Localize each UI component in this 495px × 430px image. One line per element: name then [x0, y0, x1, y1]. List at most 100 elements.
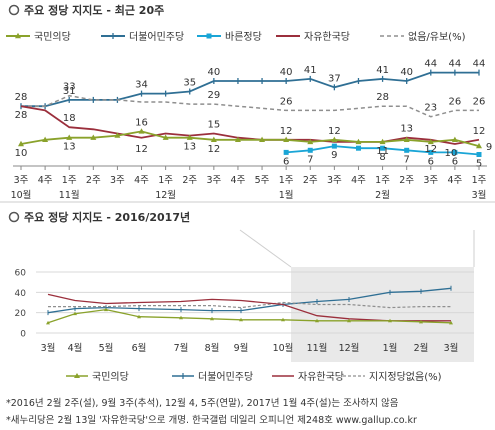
top-x-tick-label: 3주: [206, 175, 221, 186]
top-legend-label: 자유한국당: [304, 31, 350, 43]
top-x-tick-label: 4주: [134, 175, 149, 186]
bottom-point-series-3-marker: [388, 318, 392, 323]
bottom-legend: 국민의당 더불어민주당 자유한국당 지지정당없음(%): [66, 370, 442, 383]
top-point-series-3-marker: [427, 138, 434, 145]
top-point-series-3-marker: [42, 136, 49, 142]
top-x-group-label: 3월: [472, 189, 487, 201]
bottom-plot: 0 20 40 60: [15, 229, 475, 362]
bottom-chart-bullet-icon: [8, 211, 20, 223]
bottom-point-series-3-marker: [46, 320, 50, 325]
top-chart-title: 주요 정당 지지도 - 최근 20주: [24, 3, 164, 17]
top-value-label: 6: [452, 156, 458, 167]
bottom-x-tick-label: 11월: [307, 342, 328, 354]
top-point-series-4-marker: [283, 149, 289, 155]
top-point-series-3-marker: [138, 128, 145, 134]
top-value-label: 6: [428, 156, 434, 167]
top-x-group-label: 10월: [11, 189, 32, 201]
bottom-x-tick-label: 12월: [339, 342, 360, 354]
top-chart: 주요 정당 지지도 - 최근 20주 국민의당 더불어민주당 바른정당 자유한국당 없음…: [6, 3, 492, 201]
bottom-legend-marker: [74, 373, 80, 378]
top-value-label: 29: [207, 90, 220, 101]
top-value-label: 23: [424, 103, 437, 114]
bottom-x-tick-label: 5월: [99, 342, 114, 354]
top-value-label: 5: [476, 159, 482, 170]
top-x-tick-label: 3주: [423, 175, 438, 186]
top-value-label: 28: [15, 92, 28, 103]
bottom-x-tick-label: 6월: [132, 342, 147, 354]
top-value-label: 31: [63, 86, 76, 97]
top-legend: 국민의당 더불어민주당 바른정당 자유한국당 없음/유보(%): [6, 30, 466, 43]
top-value-label: 7: [307, 154, 313, 165]
top-point-series-3-marker: [403, 136, 410, 142]
bottom-x-tick-label: 8월: [205, 342, 220, 354]
bottom-legend-item: 지지정당없음(%): [343, 370, 442, 383]
top-legend-marker: [206, 33, 212, 39]
zoom-guide-left: [239, 229, 292, 268]
top-x-tick-label: 4주: [38, 175, 53, 186]
top-point-series-3-marker: [259, 136, 266, 142]
top-value-label: 26: [449, 96, 462, 107]
top-value-label: 8: [379, 152, 385, 163]
top-x-tick-label: 1주: [158, 175, 173, 186]
top-value-label: 26: [473, 96, 486, 107]
top-chart-bullet-icon: [8, 4, 20, 16]
bottom-x-tick-label: 7월: [174, 342, 189, 354]
top-x-tick-label: 4주: [231, 175, 246, 186]
bottom-y-tick-label: 40: [15, 289, 27, 299]
bottom-point-series-3-marker: [449, 320, 453, 325]
top-value-label: 11: [376, 146, 389, 157]
bottom-x-tick-label: 4월: [68, 342, 83, 354]
bottom-point-series-3-marker: [104, 307, 108, 312]
top-point-series-4-marker: [476, 152, 482, 157]
top-x-tick-label: 1주: [279, 175, 294, 186]
top-value-label: 12: [207, 144, 220, 155]
top-x-tick-label: 4주: [447, 175, 462, 186]
top-x-tick-label: 2주: [303, 175, 318, 186]
bottom-point-series-3-marker: [137, 314, 141, 319]
top-point-series-4-marker: [404, 147, 410, 153]
top-value-label: 26: [280, 96, 293, 107]
top-point-series-3-marker: [307, 138, 314, 145]
top-value-label: 15: [207, 120, 220, 131]
top-value-label: 13: [63, 142, 76, 153]
bottom-point-series-3-marker: [419, 319, 423, 324]
bottom-legend-item: 더불어민주당: [172, 371, 253, 383]
top-point-series-3-marker: [355, 138, 362, 145]
top-point-series-3-marker: [90, 134, 97, 140]
bottom-x-axis: 3월 4월 5월 6월 7월 8월 9월 10월 11월 12월 1월 2월 3월: [41, 342, 459, 354]
top-point-series-3-marker: [114, 132, 121, 138]
bottom-legend-item: 국민의당: [66, 371, 129, 383]
top-x-tick-label: 1주: [472, 175, 487, 186]
bottom-chart-title: 주요 정당 지지도 - 2016/2017년: [24, 210, 190, 224]
top-point-series-3-marker: [18, 140, 24, 147]
bottom-x-tick-label: 3월: [41, 342, 56, 354]
bottom-x-tick-label: 2월: [414, 342, 429, 354]
bottom-x-tick-label: 1월: [383, 342, 398, 354]
top-value-label: 12: [473, 126, 486, 137]
top-legend-item: 자유한국당: [276, 31, 350, 43]
bottom-legend-label: 더불어민주당: [198, 371, 253, 383]
top-plot: 28 31 34 35 40 40 41 37 41 40 44 44 44 28 33 29 26 28 23 26…: [13, 59, 492, 170]
top-value-label: 12: [280, 126, 293, 137]
top-value-label: 16: [135, 117, 148, 128]
top-x-group-label: 1월: [279, 189, 294, 201]
top-value-label: 12: [135, 144, 148, 155]
bottom-line-series-1: [48, 301, 451, 309]
top-x-group-label: 11월: [59, 189, 80, 201]
top-x-tick-label: 3주: [110, 175, 125, 186]
top-legend-item: 없음/유보(%): [380, 30, 466, 43]
bottom-x-tick-label: 9월: [234, 342, 249, 354]
bottom-y-tick-label: 20: [15, 309, 27, 319]
top-x-group-label: 12월: [155, 189, 176, 201]
top-x-tick-label: 2주: [182, 175, 197, 186]
top-value-label: 12: [424, 144, 437, 155]
top-value-label: 44: [424, 59, 437, 70]
top-x-tick-label: 1주: [62, 175, 77, 186]
top-point-series-3-marker: [331, 136, 338, 142]
top-point-series-4-marker: [307, 147, 313, 153]
top-point-series-4-marker: [428, 149, 434, 155]
highlight-range: [291, 267, 474, 362]
top-point-series-3-marker: [210, 136, 217, 142]
top-x-tick-label: 5주: [255, 175, 270, 186]
